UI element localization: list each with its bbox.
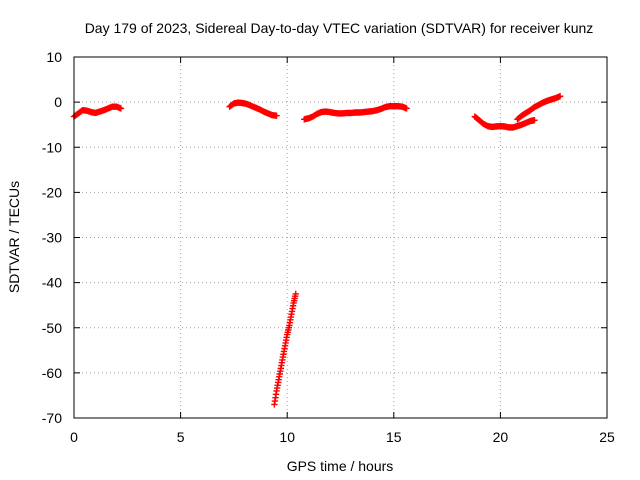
series-arc-2 xyxy=(226,99,280,119)
chart-title: Day 179 of 2023, Sidereal Day-to-day VTE… xyxy=(85,20,594,36)
x-tick-label: 0 xyxy=(70,429,78,445)
y-tick-label: -10 xyxy=(42,139,62,155)
axis-ticks: 0 5 10 15 20 25 10 0 -10 -20 -30 -40 -50 -60 -70 xyxy=(42,49,615,445)
y-axis-title: SDTVAR / TECUs xyxy=(6,181,22,293)
data-point xyxy=(403,105,410,112)
y-tick-label: -20 xyxy=(42,184,62,200)
x-tick-label: 20 xyxy=(493,429,509,445)
y-tick-label: 10 xyxy=(46,49,62,65)
y-tick-label: -60 xyxy=(42,365,62,381)
series-arc-6 xyxy=(514,93,564,123)
data-point xyxy=(531,116,538,124)
series-arc-3 xyxy=(271,290,299,408)
x-tick-label: 15 xyxy=(386,429,402,445)
y-tick-label: -50 xyxy=(42,320,62,336)
y-tick-label: -30 xyxy=(42,230,62,246)
y-tick-label: -40 xyxy=(42,275,62,291)
x-axis-title: GPS time / hours xyxy=(287,458,394,474)
data-point xyxy=(556,93,564,100)
series-arc-1 xyxy=(70,103,125,120)
y-tick-label: -70 xyxy=(42,410,62,426)
data-point xyxy=(292,290,299,298)
x-tick-label: 25 xyxy=(599,429,615,445)
x-tick-label: 5 xyxy=(177,429,185,445)
data-marks xyxy=(70,93,564,408)
x-tick-label: 10 xyxy=(279,429,295,445)
grid xyxy=(74,57,607,418)
series-arc-4 xyxy=(301,102,410,123)
data-point xyxy=(117,105,125,112)
data-point xyxy=(273,112,280,119)
series-arc-5 xyxy=(471,113,538,131)
y-tick-label: 0 xyxy=(54,94,62,110)
